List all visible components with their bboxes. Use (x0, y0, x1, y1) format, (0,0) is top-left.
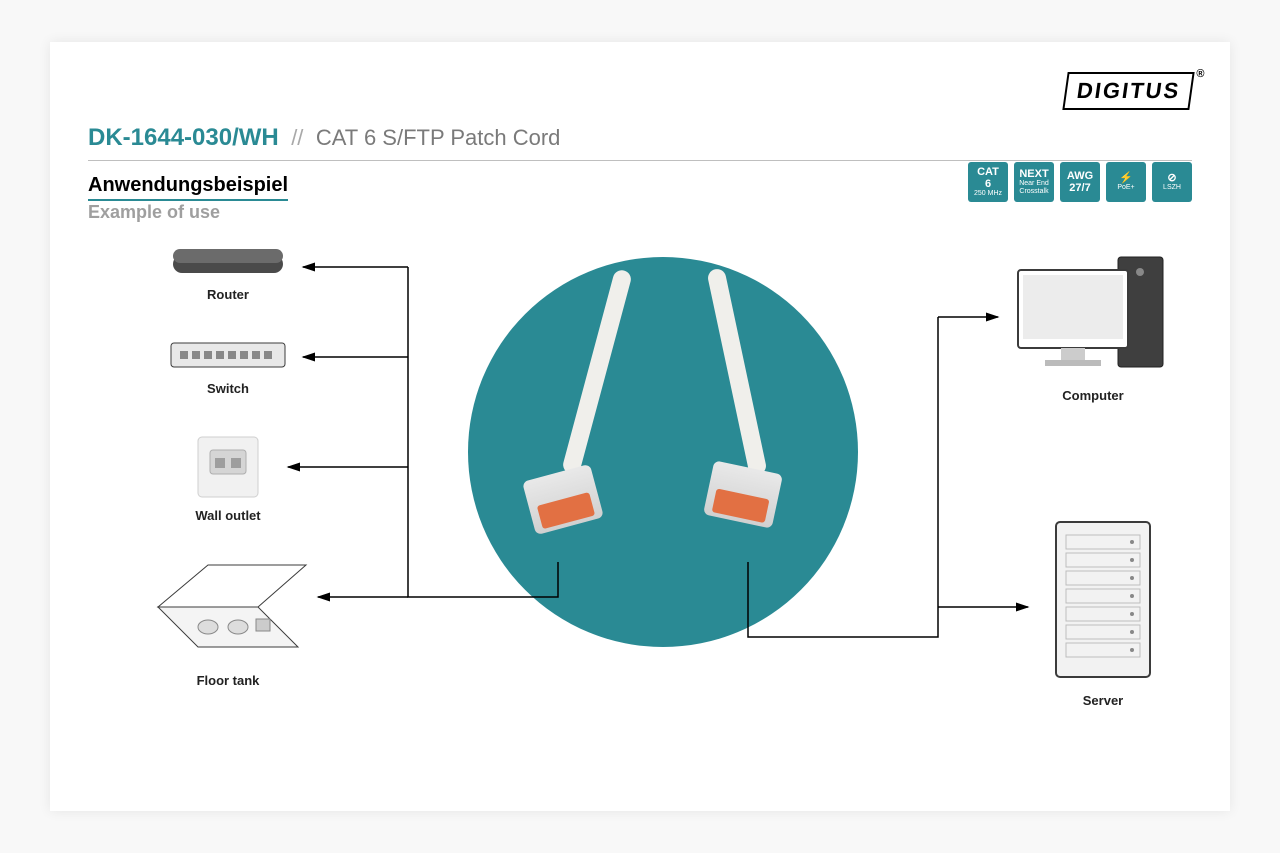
device-computer: Computer (1008, 252, 1178, 403)
product-code: DK-1644-030/WH (88, 124, 279, 151)
badge-text: ⊘ (1167, 172, 1176, 184)
badge-text: AWG (1067, 170, 1093, 182)
badge-next: NEXT Near End Crosstalk (1014, 162, 1054, 202)
computer-icon (1013, 252, 1173, 382)
section-heading-de: Anwendungsbeispiel (88, 174, 288, 201)
switch-icon (168, 337, 288, 375)
badge-text: 6 (985, 178, 991, 190)
badge-text: ⚡ (1119, 172, 1133, 184)
badge-text: NEXT (1019, 168, 1048, 180)
section-heading-en: Example of use (88, 202, 220, 223)
floor-tank-icon (148, 557, 308, 667)
brand-logo: DIGITUS (1062, 72, 1195, 110)
device-label: Switch (158, 381, 298, 396)
badge-text: 27/7 (1069, 182, 1090, 194)
device-server: Server (1038, 517, 1168, 708)
title-row: DK-1644-030/WH // CAT 6 S/FTP Patch Cord (88, 124, 1192, 161)
device-floor-tank: Floor tank (143, 557, 313, 688)
spec-badge-row: CAT 6 250 MHz NEXT Near End Crosstalk AW… (968, 162, 1192, 202)
device-switch: Switch (158, 337, 298, 396)
datasheet-page: DIGITUS DK-1644-030/WH // CAT 6 S/FTP Pa… (50, 42, 1230, 811)
badge-poe: ⚡ PoE+ (1106, 162, 1146, 202)
badge-awg: AWG 27/7 (1060, 162, 1100, 202)
badge-text: CAT (977, 166, 999, 178)
usage-diagram: Router Switch Wall outlet (88, 237, 1192, 786)
product-name: CAT 6 S/FTP Patch Cord (316, 125, 561, 150)
device-label: Router (158, 287, 298, 302)
badge-text: 250 MHz (974, 190, 1002, 198)
badge-text: Near End Crosstalk (1014, 180, 1054, 195)
device-label: Floor tank (143, 673, 313, 688)
product-circle (468, 257, 858, 647)
device-label: Wall outlet (178, 508, 278, 523)
device-router: Router (158, 247, 298, 302)
badge-text: PoE+ (1117, 184, 1134, 192)
badge-cat6: CAT 6 250 MHz (968, 162, 1008, 202)
device-label: Computer (1008, 388, 1178, 403)
server-icon (1048, 517, 1158, 687)
wall-outlet-icon (193, 432, 263, 502)
device-wall-outlet: Wall outlet (178, 432, 278, 523)
router-icon (168, 247, 288, 281)
badge-lszh: ⊘ LSZH (1152, 162, 1192, 202)
badge-text: LSZH (1163, 184, 1181, 192)
device-label: Server (1038, 693, 1168, 708)
title-separator: // (291, 125, 303, 150)
